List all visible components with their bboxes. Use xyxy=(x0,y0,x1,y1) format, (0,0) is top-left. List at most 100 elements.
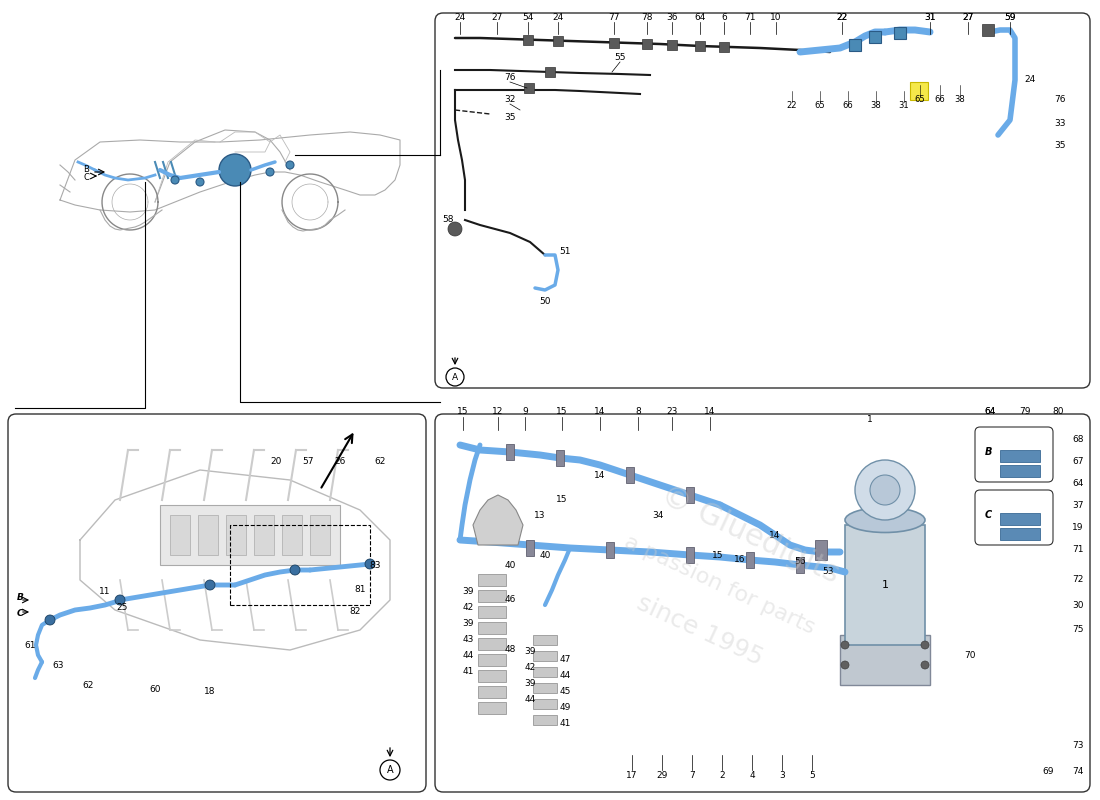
Text: 8: 8 xyxy=(635,407,641,417)
Text: 60: 60 xyxy=(150,686,161,694)
Text: 42: 42 xyxy=(525,663,536,673)
Text: 64: 64 xyxy=(1072,479,1084,489)
Text: 32: 32 xyxy=(504,95,516,105)
Text: 71: 71 xyxy=(745,14,756,22)
FancyBboxPatch shape xyxy=(434,414,1090,792)
Text: 19: 19 xyxy=(1072,523,1084,533)
Text: 15: 15 xyxy=(458,407,469,417)
Text: 24: 24 xyxy=(552,14,563,22)
Bar xyxy=(982,24,994,36)
Text: 39: 39 xyxy=(462,619,474,629)
Text: 44: 44 xyxy=(525,695,536,705)
Text: 27: 27 xyxy=(962,14,974,22)
Bar xyxy=(894,27,906,39)
Circle shape xyxy=(448,222,462,236)
FancyBboxPatch shape xyxy=(975,427,1053,482)
Bar xyxy=(609,38,619,48)
Bar xyxy=(478,622,506,634)
Text: © Gluedigits: © Gluedigits xyxy=(656,481,844,589)
Text: 38: 38 xyxy=(955,95,966,105)
Text: 6: 6 xyxy=(722,14,727,22)
Text: 72: 72 xyxy=(1072,575,1084,585)
Text: 80: 80 xyxy=(1053,407,1064,417)
Text: 26: 26 xyxy=(334,458,345,466)
Text: 41: 41 xyxy=(462,667,474,677)
FancyBboxPatch shape xyxy=(975,490,1053,545)
Bar xyxy=(478,702,506,714)
Text: 31: 31 xyxy=(899,102,910,110)
Text: 3: 3 xyxy=(779,770,785,779)
Bar xyxy=(719,42,729,52)
Circle shape xyxy=(290,565,300,575)
Bar xyxy=(534,635,557,645)
Text: 82: 82 xyxy=(350,607,361,617)
Bar xyxy=(282,515,303,555)
Text: 58: 58 xyxy=(442,215,453,225)
Text: 22: 22 xyxy=(836,14,848,22)
Text: 81: 81 xyxy=(354,586,365,594)
Text: 59: 59 xyxy=(1004,14,1015,22)
Circle shape xyxy=(286,161,294,169)
Text: 17: 17 xyxy=(626,770,638,779)
Text: 66: 66 xyxy=(843,102,854,110)
Circle shape xyxy=(170,176,179,184)
Text: 23: 23 xyxy=(667,407,678,417)
Text: 39: 39 xyxy=(525,647,536,657)
Text: 14: 14 xyxy=(594,470,606,479)
Text: 70: 70 xyxy=(965,650,976,659)
Text: 62: 62 xyxy=(82,681,94,690)
Bar xyxy=(910,82,928,100)
Text: 74: 74 xyxy=(1072,767,1084,777)
Text: 40: 40 xyxy=(539,550,551,559)
Text: 55: 55 xyxy=(614,54,626,62)
Polygon shape xyxy=(473,495,522,545)
Text: 35: 35 xyxy=(504,114,516,122)
Text: 47: 47 xyxy=(559,655,571,665)
Text: 31: 31 xyxy=(924,14,936,22)
Text: 50: 50 xyxy=(539,298,551,306)
Text: 2: 2 xyxy=(719,770,725,779)
Text: 64: 64 xyxy=(984,407,996,417)
Bar xyxy=(626,467,634,483)
Bar xyxy=(642,39,652,49)
Bar xyxy=(230,525,370,605)
Bar xyxy=(310,515,330,555)
Text: 45: 45 xyxy=(559,687,571,697)
Bar xyxy=(695,41,705,51)
Text: 56: 56 xyxy=(794,558,805,566)
Text: 12: 12 xyxy=(493,407,504,417)
Text: 24: 24 xyxy=(454,14,465,22)
Bar xyxy=(534,651,557,661)
Text: 14: 14 xyxy=(704,407,716,417)
Text: 38: 38 xyxy=(870,102,881,110)
Bar xyxy=(198,515,218,555)
Text: 1: 1 xyxy=(867,415,873,425)
Bar xyxy=(796,557,804,573)
Text: 69: 69 xyxy=(1043,767,1054,777)
Text: 49: 49 xyxy=(559,703,571,713)
Bar xyxy=(506,444,514,460)
Text: 67: 67 xyxy=(1072,458,1084,466)
Bar xyxy=(746,552,754,568)
Text: C: C xyxy=(84,173,89,182)
Text: 39: 39 xyxy=(462,587,474,597)
Circle shape xyxy=(921,661,929,669)
Bar xyxy=(667,40,676,50)
Bar xyxy=(478,590,506,602)
Text: 44: 44 xyxy=(560,671,571,681)
Text: 76: 76 xyxy=(504,74,516,82)
Text: 64: 64 xyxy=(694,14,706,22)
Text: 64: 64 xyxy=(984,407,996,417)
FancyBboxPatch shape xyxy=(8,414,426,792)
Text: 4: 4 xyxy=(749,770,755,779)
Circle shape xyxy=(116,595,125,605)
Text: 43: 43 xyxy=(462,635,474,645)
Text: 65: 65 xyxy=(815,102,825,110)
Text: 54: 54 xyxy=(522,14,534,22)
Text: 10: 10 xyxy=(770,14,782,22)
Bar xyxy=(478,654,506,666)
Bar xyxy=(686,547,694,563)
Bar xyxy=(686,487,694,503)
FancyBboxPatch shape xyxy=(434,13,1090,388)
Bar xyxy=(815,540,827,560)
